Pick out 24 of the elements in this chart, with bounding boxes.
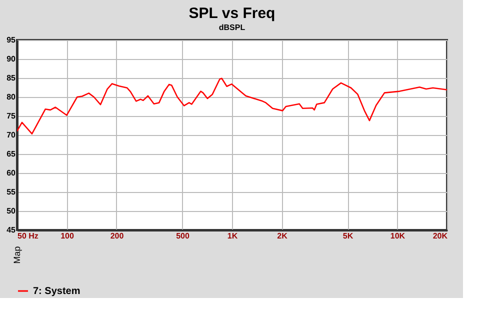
y-tick-label: 85 <box>6 74 16 82</box>
x-tick-label: 2K <box>277 232 288 240</box>
y-tick-label: 95 <box>6 36 16 44</box>
y-tick-label: 55 <box>6 188 16 196</box>
y-tick-label: 60 <box>6 168 16 178</box>
legend-label: 7: System <box>33 286 80 297</box>
y-tick-label: 75 <box>6 112 16 120</box>
y-tick-label: 50 <box>6 206 16 216</box>
x-tick-label: 5K <box>342 232 354 240</box>
x-tick-label: 10K <box>390 232 406 240</box>
x-tick-label: 50 Hz <box>18 232 38 240</box>
y-tick-label: 65 <box>6 150 16 158</box>
x-tick-label: 500 <box>176 232 190 240</box>
y-tick-label: 45 <box>6 226 16 234</box>
chart-title: SPL vs Freq <box>188 5 276 22</box>
y-axis-title: dBSPL <box>218 23 246 32</box>
x-tick-label: 1K <box>227 232 238 240</box>
y-tick-label: 90 <box>6 54 16 64</box>
y-tick-label: 80 <box>6 92 16 102</box>
x-tick-label: 200 <box>110 232 124 240</box>
x-tick-label: 100 <box>60 232 74 240</box>
text: Map <box>12 246 22 264</box>
y-tick-label: 70 <box>6 130 16 140</box>
x-tick-label: 20K <box>432 232 448 240</box>
